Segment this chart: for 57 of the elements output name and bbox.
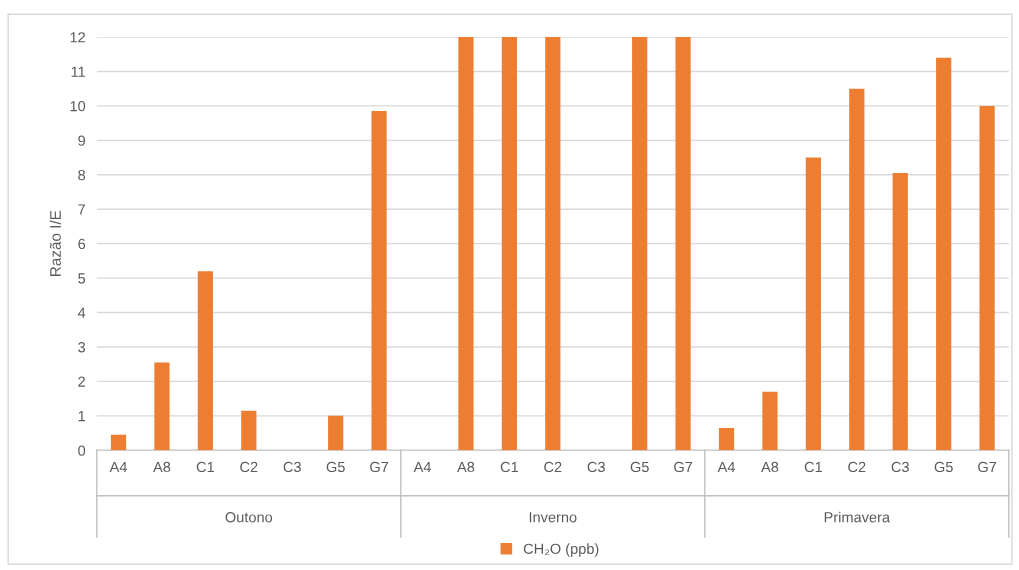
text: Primavera <box>824 511 891 523</box>
x-tick-label: A4 <box>717 461 736 472</box>
y-tick-label: 10 <box>70 101 86 112</box>
y-tick-label: 7 <box>78 204 85 215</box>
x-tick-label: C1 <box>804 461 822 473</box>
y-tick-label: 4 <box>77 307 86 318</box>
x-tick-label: G5 <box>630 461 649 473</box>
y-tick-label: 12 <box>70 32 85 43</box>
bar <box>545 37 561 451</box>
bar <box>458 37 474 451</box>
x-tick-label: G7 <box>674 461 693 473</box>
y-tick-label: 5 <box>78 273 86 284</box>
x-tick-label: A8 <box>457 461 475 473</box>
bar <box>154 362 170 451</box>
x-tick-label: A8 <box>153 461 171 473</box>
y-tick-label: 6 <box>78 238 86 250</box>
y-tick-label: 11 <box>71 66 85 77</box>
bar <box>892 173 908 451</box>
y-tick-label: 0 <box>78 445 86 456</box>
bar <box>110 434 127 451</box>
x-tick-label: G7 <box>370 461 389 473</box>
x-tick-label: C2 <box>848 461 866 473</box>
x-tick-label: C1 <box>500 461 518 473</box>
x-tick-label: A4 <box>413 461 432 472</box>
x-tick-label: C1 <box>196 461 214 473</box>
bar <box>501 37 517 451</box>
bar <box>241 410 257 451</box>
x-tick-label: C2 <box>240 461 258 473</box>
text: Outono <box>225 512 273 523</box>
bar <box>371 111 387 451</box>
bar <box>849 88 865 451</box>
x-tick-label: C3 <box>891 461 909 473</box>
bar <box>328 415 344 451</box>
x-tick-label: G5 <box>326 461 345 473</box>
bar <box>936 57 952 451</box>
y-tick-label: 1 <box>78 411 85 422</box>
x-tick-label: A4 <box>109 461 128 472</box>
bar <box>197 271 213 451</box>
bar <box>675 37 691 451</box>
x-tick-label: G7 <box>978 461 997 473</box>
bar <box>762 391 778 451</box>
x-tick-label: C2 <box>544 461 562 473</box>
y-tick-label: 2 <box>78 376 85 387</box>
legend-label: CH₂O (ppb) <box>523 543 599 557</box>
bar <box>805 157 821 451</box>
y-axis-title: Razão I/E <box>49 210 61 276</box>
bar <box>632 37 648 451</box>
y-tick-label: 8 <box>78 169 86 181</box>
x-tick-label: C3 <box>283 461 301 473</box>
y-tick-label: 9 <box>78 135 85 146</box>
x-tick-label: A8 <box>761 461 779 473</box>
text: Inverno <box>529 512 577 523</box>
x-tick-label: C3 <box>587 461 605 473</box>
x-tick-label: G5 <box>934 461 953 473</box>
bar <box>979 105 995 451</box>
y-tick-label: 3 <box>78 342 86 353</box>
bar <box>718 427 735 451</box>
